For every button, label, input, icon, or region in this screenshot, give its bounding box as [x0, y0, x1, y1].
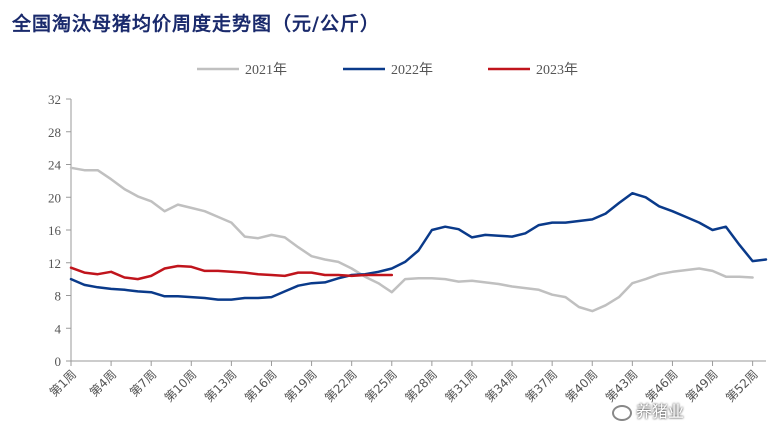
x-tick-label: 第25周 — [362, 367, 400, 405]
y-tick-label: 8 — [55, 289, 62, 304]
legend-label-2023年: 2023年 — [536, 62, 578, 78]
series-line-2023年 — [69, 264, 394, 281]
x-tick-label: 第28周 — [402, 367, 440, 405]
x-tick-label: 第4周 — [87, 367, 119, 399]
x-tick-label: 第52周 — [723, 367, 761, 405]
y-tick-label: 20 — [48, 190, 61, 205]
y-tick-label: 28 — [48, 125, 61, 140]
y-tick-label: 32 — [48, 92, 61, 107]
wechat-icon — [612, 404, 632, 421]
x-tick-label: 第1周 — [47, 367, 79, 399]
y-tick-label: 12 — [48, 256, 61, 271]
series-line-2021年 — [69, 166, 754, 313]
x-tick-label: 第10周 — [162, 367, 200, 405]
axes: 0 4 8 12 16 20 24 28 32 第1周 第4周 第7周 第10周 第13周 第16周 第19周… — [47, 92, 766, 405]
y-tick-label: 4 — [55, 321, 62, 336]
y-tick-label: 0 — [55, 354, 62, 369]
x-tick-label: 第49周 — [683, 367, 721, 405]
x-tick-label: 第16周 — [242, 367, 280, 405]
x-tick-label: 第13周 — [202, 367, 240, 405]
x-tick-label: 第7周 — [127, 367, 159, 399]
x-tick-label: 第22周 — [322, 367, 360, 405]
legend-label-2021年: 2021年 — [245, 62, 287, 78]
legend-label-2022年: 2022年 — [391, 62, 433, 78]
y-tick-label: 24 — [48, 158, 62, 173]
x-tick-label: 第34周 — [483, 367, 521, 405]
x-tick-label: 第31周 — [442, 367, 480, 405]
x-tick-label: 第19周 — [282, 367, 320, 405]
series-layer — [69, 166, 768, 313]
watermark: 养猪业 — [612, 398, 684, 422]
series-line-2022年 — [69, 191, 768, 301]
watermark-label: 养猪业 — [636, 402, 685, 421]
legend: 2021年 2022年 2023年 — [197, 62, 578, 78]
x-tick-label: 第37周 — [523, 367, 561, 405]
y-tick-label: 16 — [48, 223, 62, 238]
chart-title: 全国淘汰母猪均价周度走势图（元/公斤） — [12, 13, 380, 35]
x-tick-label: 第40周 — [563, 367, 601, 405]
